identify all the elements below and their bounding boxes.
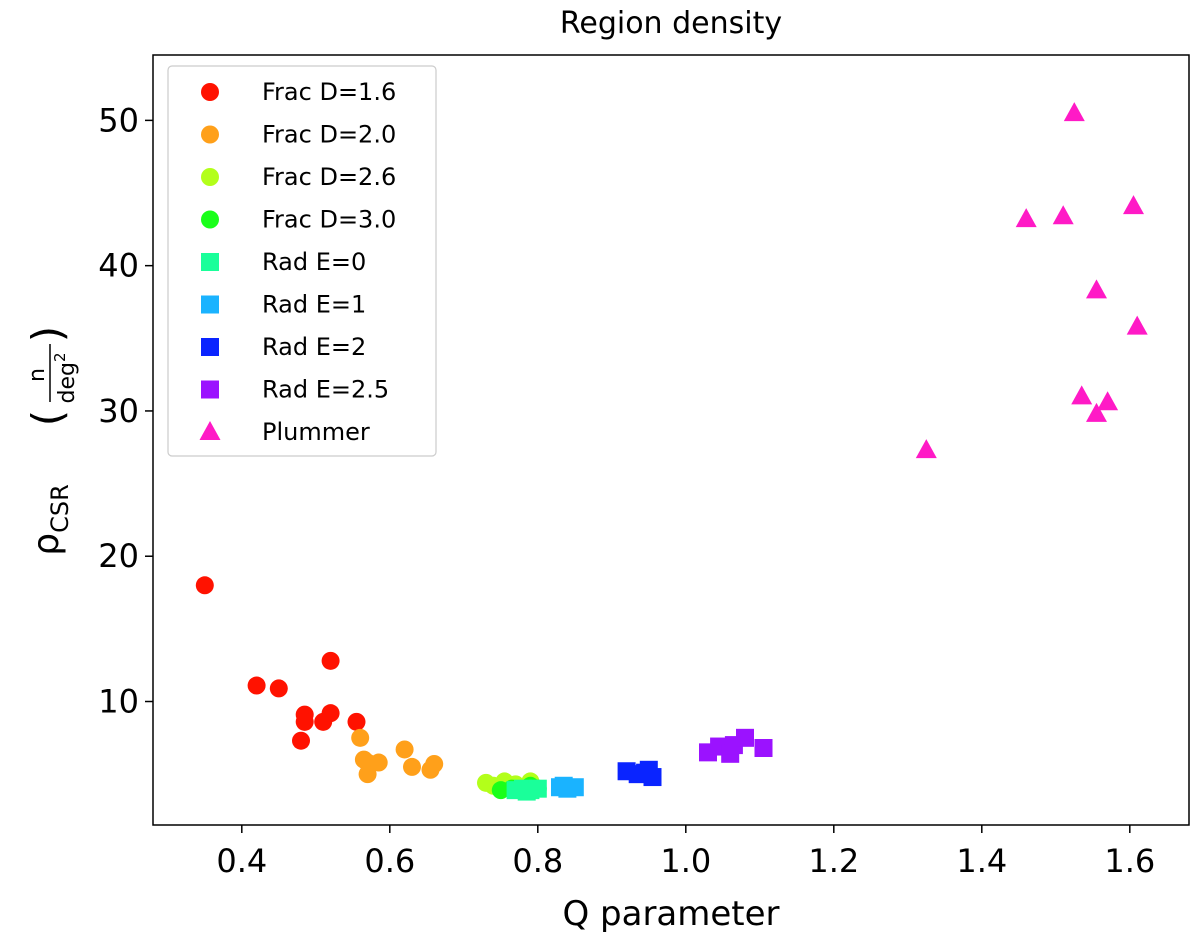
legend-label: Frac D=2.6 [262, 163, 396, 191]
data-point [403, 757, 421, 776]
data-point [1052, 205, 1074, 225]
data-point [1086, 279, 1107, 299]
y-label-close-paren: ) [23, 326, 72, 342]
y-tick-label: 20 [98, 537, 139, 575]
data-point [247, 676, 266, 695]
data-point [736, 728, 754, 747]
x-tick-label: 1.6 [1104, 842, 1155, 880]
svg-text:ρCSR: ρCSR [26, 484, 74, 556]
legend-label: Frac D=1.6 [262, 78, 396, 106]
x-tick-label: 1.0 [660, 842, 711, 880]
y-tick-label: 30 [98, 392, 139, 430]
x-tick-label: 1.2 [808, 842, 859, 880]
x-tick-label: 0.8 [512, 842, 563, 880]
data-point [321, 704, 340, 723]
legend-label: Rad E=2 [262, 333, 366, 361]
y-label-open-paren: ( [23, 410, 72, 426]
data-point [351, 728, 370, 747]
legend-marker [201, 253, 219, 271]
x-axis-label: Q parameter [562, 894, 779, 934]
data-point [1015, 208, 1037, 228]
y-label-exponent: 2 [51, 352, 69, 362]
data-point [425, 754, 444, 773]
legend-label: Rad E=0 [262, 248, 366, 276]
data-point [269, 679, 288, 698]
legend-frame [167, 65, 437, 457]
legend-marker [201, 168, 219, 186]
legend-marker [201, 210, 219, 229]
svg-text:deg2: deg2 [51, 352, 80, 403]
legend-marker [201, 83, 219, 101]
data-point [1063, 102, 1085, 122]
y-label-subscript: CSR [46, 484, 74, 533]
data-point [517, 782, 536, 801]
plot-frame [152, 54, 1190, 826]
legend-label: Frac D=2.0 [262, 121, 396, 149]
legend-marker [201, 295, 219, 314]
legend-marker [199, 421, 221, 440]
y-axis-label: ρCSR ( n deg2 ) [23, 326, 80, 556]
legend: Frac D=1.6 Frac D=2.0 Frac D=2.6 Frac D=3.0… [167, 65, 437, 457]
legend-marker [201, 380, 219, 399]
data-point [369, 753, 388, 772]
data-point [358, 765, 377, 784]
legend-label: Rad E=1 [262, 291, 366, 319]
legend-label: Rad E=2.5 [262, 376, 389, 404]
legend-label: Frac D=3.0 [262, 206, 396, 234]
data-point [195, 576, 214, 595]
data-point [292, 731, 310, 750]
legend-marker [201, 338, 219, 356]
data-point [1086, 402, 1107, 422]
chart-title: Region density [560, 6, 782, 41]
data-points [195, 102, 1148, 801]
data-point [1071, 385, 1093, 405]
y-tick-label: 50 [98, 101, 139, 139]
data-point [295, 712, 314, 731]
x-tick-label: 0.6 [364, 842, 415, 880]
data-point [1126, 315, 1148, 335]
data-point [395, 740, 414, 759]
y-label-denominator: deg [55, 362, 80, 403]
data-point [915, 439, 937, 459]
x-tick-label: 1.4 [956, 842, 1007, 880]
y-label-symbol: ρ [26, 533, 67, 556]
data-point [554, 776, 573, 795]
data-point [754, 739, 773, 757]
y-tick-label: 40 [98, 247, 139, 285]
data-point [321, 651, 340, 670]
data-point [636, 763, 655, 782]
data-point [1123, 195, 1144, 215]
y-tick-label: 10 [98, 683, 139, 721]
axis-ticks: 0.4 0.6 0.8 1.0 1.2 1.4 1.6 10 20 30 40 50 [98, 101, 1155, 880]
data-point [347, 712, 366, 731]
legend-label: Plummer [262, 418, 370, 446]
x-tick-label: 0.4 [216, 842, 267, 880]
data-point [1097, 391, 1119, 411]
legend-marker [201, 125, 219, 144]
y-label-numerator: n [25, 368, 50, 382]
